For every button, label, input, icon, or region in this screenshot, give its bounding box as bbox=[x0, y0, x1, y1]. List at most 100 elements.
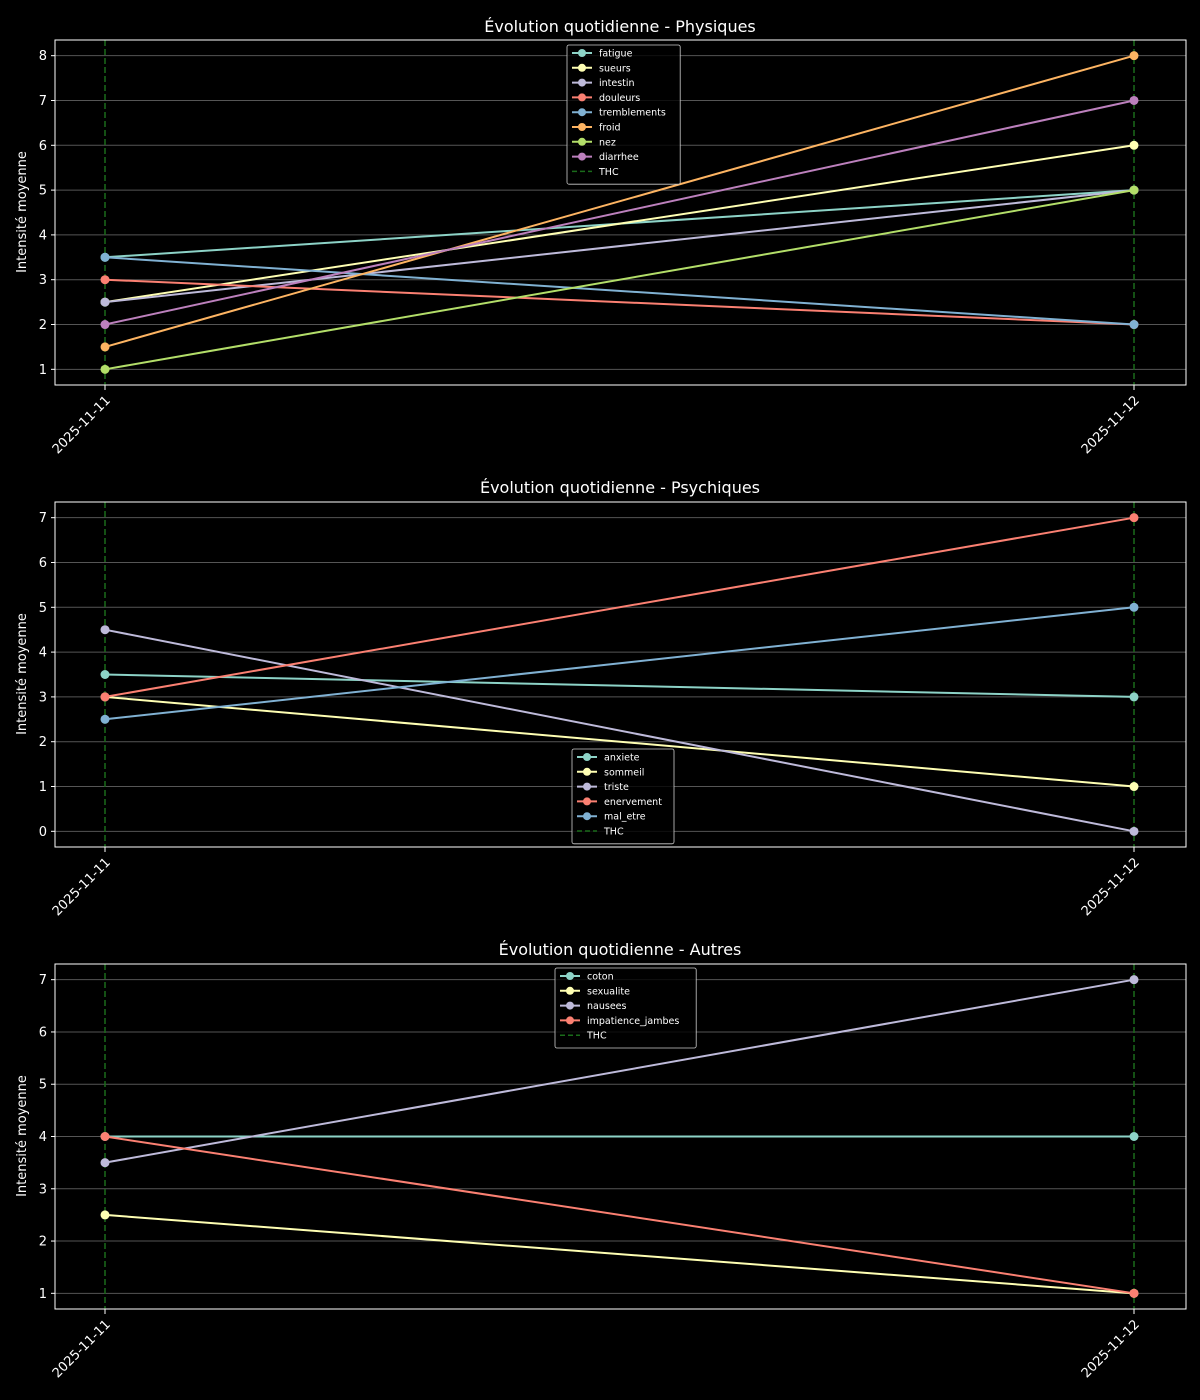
data-point-tremblements bbox=[1129, 320, 1139, 330]
data-point-anxiete bbox=[100, 670, 110, 679]
legend-swatch-marker bbox=[583, 797, 591, 806]
legend-label-anxiete: anxiete bbox=[604, 753, 640, 764]
legend: anxiete sommeil triste enervement mal_etre TH… bbox=[571, 748, 675, 845]
y-tick-label: 3 bbox=[39, 273, 47, 288]
data-point-sueurs bbox=[1129, 140, 1139, 150]
legend-label-thc: THC bbox=[586, 1031, 607, 1042]
y-tick-label: 2 bbox=[39, 318, 47, 333]
axes-frame bbox=[54, 963, 1187, 1310]
series-line-mal_etre bbox=[104, 606, 1135, 721]
series-line-nez bbox=[104, 189, 1135, 371]
data-point-mal_etre bbox=[1129, 602, 1139, 612]
legend-swatch-marker bbox=[578, 93, 586, 102]
data-point-tremblements bbox=[100, 252, 110, 262]
y-tick-label: 1 bbox=[39, 1287, 47, 1302]
y-tick-label: 1 bbox=[39, 363, 47, 378]
legend-swatch-marker bbox=[578, 152, 586, 161]
series-line-impatience_jambes bbox=[104, 1135, 1135, 1295]
legend-swatch-marker bbox=[578, 108, 586, 117]
legend-label-enervement: enervement bbox=[604, 797, 662, 808]
chart-autres: Évolution quotidienne - Autres Intensité… bbox=[15, 940, 1187, 1381]
data-point-sommeil bbox=[1129, 782, 1139, 792]
legend-label-diarrhee: diarrhee bbox=[599, 152, 639, 163]
data-point-enervement bbox=[100, 692, 110, 702]
y-tick-label: 2 bbox=[39, 735, 47, 750]
legend-swatch-marker bbox=[583, 812, 591, 821]
legend-label-nausees: nausees bbox=[587, 1001, 627, 1012]
y-axis-label: Intensité moyenne bbox=[15, 1075, 30, 1197]
y-tick-label: 4 bbox=[39, 228, 47, 243]
series-line-nausees bbox=[104, 978, 1135, 1164]
series-line-triste bbox=[104, 628, 1135, 833]
legend-label-sueurs: sueurs bbox=[599, 63, 631, 74]
data-point-froid bbox=[1129, 51, 1139, 61]
data-point-intestin bbox=[100, 297, 110, 307]
legend: fatigue sueurs intestin douleurs tremblement… bbox=[566, 44, 681, 185]
series-line-tremblements bbox=[104, 256, 1135, 326]
y-tick-label: 8 bbox=[39, 49, 47, 64]
chart-title: Évolution quotidienne - Psychiques bbox=[480, 478, 760, 497]
y-tick-label: 6 bbox=[39, 1025, 47, 1040]
legend-swatch-marker bbox=[578, 78, 586, 87]
y-tick-label: 2 bbox=[39, 1235, 47, 1250]
series-line-douleurs bbox=[104, 278, 1135, 326]
legend-label-douleurs: douleurs bbox=[599, 93, 640, 104]
y-axis-label: Intensité moyenne bbox=[15, 613, 30, 735]
legend-label-sommeil: sommeil bbox=[604, 767, 644, 778]
legend-label-sexualite: sexualite bbox=[587, 986, 630, 997]
y-tick-label: 7 bbox=[39, 973, 47, 988]
axes-frame bbox=[54, 39, 1187, 386]
chart-physiques: Évolution quotidienne - Physiques Intens… bbox=[15, 17, 1187, 457]
legend-label-coton: coton bbox=[587, 972, 614, 983]
y-tick-label: 4 bbox=[39, 646, 47, 661]
data-point-impatience_jambes bbox=[100, 1132, 110, 1141]
legend-swatch-marker bbox=[566, 972, 574, 980]
legend-label-froid: froid bbox=[599, 123, 621, 134]
data-point-triste bbox=[1129, 826, 1139, 836]
legend-swatch-marker bbox=[583, 753, 591, 761]
y-tick-label: 7 bbox=[39, 511, 47, 526]
data-point-diarrhee bbox=[100, 320, 110, 330]
y-tick-label: 6 bbox=[39, 556, 47, 571]
legend-label-thc: THC bbox=[603, 827, 624, 838]
legend-label-tremblements: tremblements bbox=[599, 108, 666, 119]
data-point-nausees bbox=[1129, 975, 1139, 985]
data-point-anxiete bbox=[1129, 692, 1139, 702]
data-point-nez bbox=[1129, 185, 1139, 195]
data-point-nausees bbox=[100, 1158, 110, 1168]
x-tick-label: 2025-11-11 bbox=[50, 1317, 114, 1381]
y-tick-label: 5 bbox=[39, 1078, 47, 1093]
legend-label-nez: nez bbox=[599, 137, 616, 148]
legend-swatch-marker bbox=[578, 137, 586, 146]
chart-psychiques: Évolution quotidienne - Psychiques Inten… bbox=[15, 478, 1187, 919]
series-line-sueurs bbox=[104, 144, 1135, 304]
legend-swatch-marker bbox=[583, 767, 591, 776]
axes-frame bbox=[54, 501, 1187, 848]
legend-swatch-marker bbox=[578, 49, 586, 57]
y-tick-label: 3 bbox=[39, 1182, 47, 1197]
data-point-enervement bbox=[1129, 513, 1139, 523]
y-tick-label: 5 bbox=[39, 601, 47, 616]
legend-swatch-marker bbox=[566, 1016, 574, 1025]
data-point-froid bbox=[100, 342, 110, 352]
x-tick-label: 2025-11-11 bbox=[50, 855, 114, 919]
data-point-impatience_jambes bbox=[1129, 1288, 1139, 1298]
series-line-diarrhee bbox=[104, 99, 1135, 326]
series-line-enervement bbox=[104, 516, 1135, 698]
legend-frame bbox=[554, 967, 697, 1049]
x-tick-label: 2025-11-12 bbox=[1079, 855, 1143, 919]
y-tick-label: 3 bbox=[39, 690, 47, 705]
legend-label-fatigue: fatigue bbox=[599, 49, 633, 60]
chart-title: Évolution quotidienne - Physiques bbox=[484, 17, 756, 36]
data-point-douleurs bbox=[100, 275, 110, 285]
chart-title: Évolution quotidienne - Autres bbox=[499, 940, 742, 959]
data-point-diarrhee bbox=[1129, 95, 1139, 105]
series-line-anxiete bbox=[104, 673, 1135, 698]
x-tick-label: 2025-11-12 bbox=[1079, 393, 1143, 457]
legend-label-triste: triste bbox=[604, 782, 629, 793]
data-point-coton bbox=[1129, 1132, 1139, 1141]
legend-frame bbox=[571, 748, 675, 845]
series-line-sommeil bbox=[104, 695, 1135, 788]
y-tick-label: 7 bbox=[39, 94, 47, 109]
